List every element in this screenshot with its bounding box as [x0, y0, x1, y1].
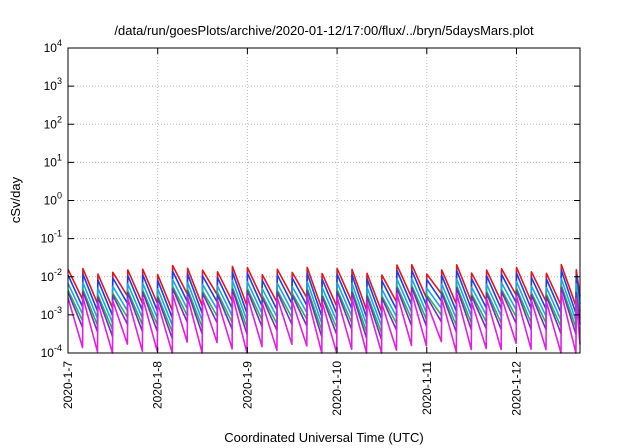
x-tick-label: 2020-1-11: [420, 361, 434, 415]
chart-title: /data/run/goesPlots/archive/2020-01-12/1…: [114, 23, 534, 38]
y-tick-label: 10-4: [41, 343, 62, 360]
y-axis-label: cSv/day: [8, 176, 23, 223]
y-tick-label: 100: [44, 191, 62, 208]
x-axis-label: Coordinated Universal Time (UTC): [224, 430, 423, 445]
x-tick-label: 2020-1-10: [330, 361, 344, 416]
x-tick-label: 2020-1-12: [509, 361, 523, 416]
y-tick-label: 10-3: [41, 305, 62, 322]
series-group: [67, 263, 581, 354]
x-axis: 2020-1-7 2020-1-8 2020-1-9 2020-1-10 2020-1-…: [61, 48, 523, 416]
x-tick-label: 2020-1-7: [61, 361, 75, 409]
y-tick-label: 104: [44, 38, 62, 55]
series-line-6: [67, 292, 581, 354]
y-tick-label: 101: [44, 152, 62, 169]
y-tick-label: 10-1: [41, 229, 62, 246]
y-tick-label: 103: [44, 76, 62, 93]
y-tick-label: 102: [44, 114, 62, 131]
x-tick-label: 2020-1-8: [151, 361, 165, 409]
x-tick-label: 2020-1-9: [240, 361, 254, 409]
y-tick-label: 10-2: [41, 267, 62, 284]
y-axis: 10-4 10-3 10-2 10-1 100 101 102 103 104: [41, 38, 580, 360]
